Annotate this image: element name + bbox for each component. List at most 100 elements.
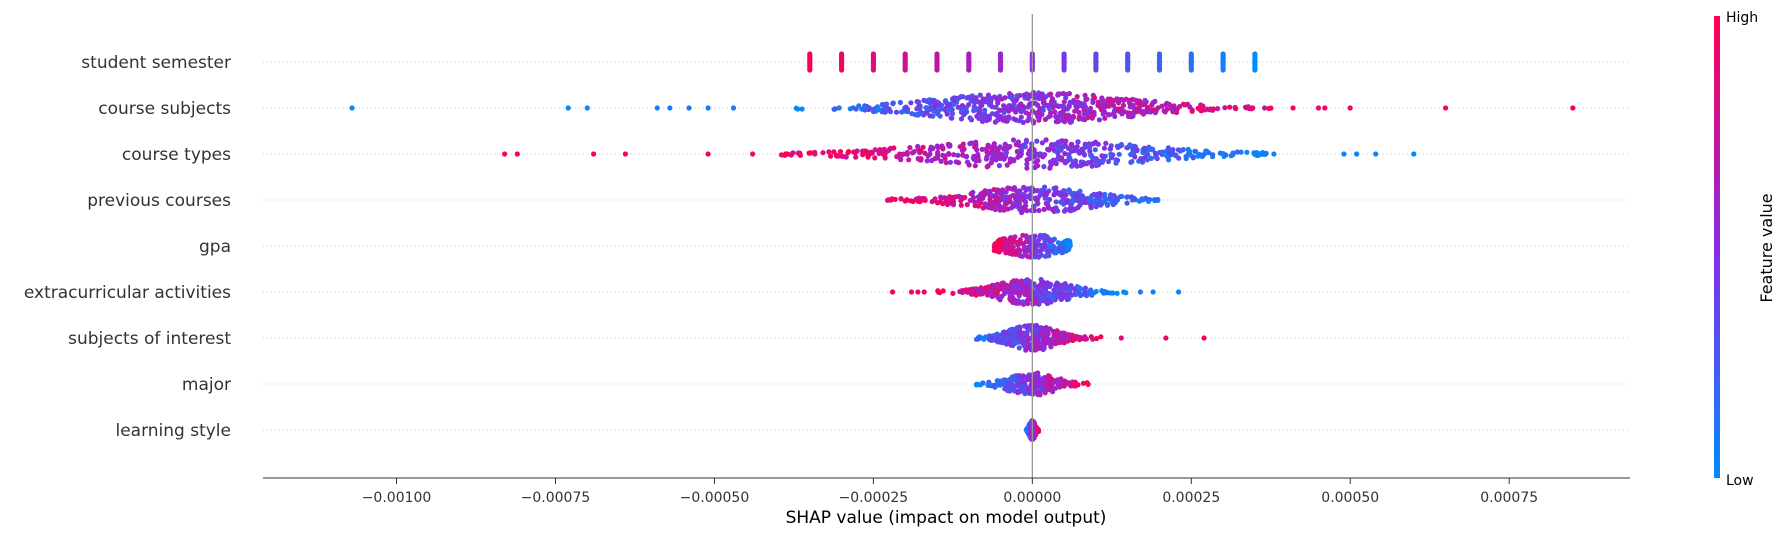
shap-point <box>916 102 922 109</box>
shap-point <box>1063 197 1070 203</box>
shap-point <box>1034 138 1040 144</box>
shap-point <box>915 143 921 150</box>
shap-point <box>1058 145 1064 152</box>
shap-point <box>1022 206 1028 212</box>
shap-point <box>1053 282 1059 288</box>
shap-point <box>879 102 885 108</box>
shap-point <box>1156 67 1163 73</box>
shap-point <box>847 106 853 112</box>
shap-point <box>1038 340 1044 346</box>
shap-point <box>1108 151 1114 157</box>
shap-point <box>915 289 921 295</box>
shap-point <box>1010 244 1016 250</box>
shap-point <box>996 238 1002 244</box>
feature-label: previous courses <box>87 191 231 211</box>
shap-point <box>1020 373 1026 379</box>
shap-point <box>1116 106 1122 112</box>
shap-point <box>970 189 976 195</box>
shap-point <box>1048 337 1054 343</box>
shap-point <box>1047 374 1053 380</box>
shap-point <box>1061 67 1067 73</box>
shap-point <box>1022 199 1029 205</box>
shap-point <box>1066 152 1072 158</box>
shap-point <box>1024 157 1030 163</box>
shap-point <box>988 95 995 101</box>
x-axis-ticks: −0.00100 −0.00075 −0.00050 −0.00025 0.00000 0… <box>362 478 1538 506</box>
shap-point <box>1083 336 1089 342</box>
shap-point <box>1074 144 1080 150</box>
shap-point <box>1139 101 1145 107</box>
shap-point <box>1025 300 1031 307</box>
shap-point <box>730 105 737 111</box>
shap-point <box>1020 284 1026 290</box>
shap-point <box>1176 155 1182 161</box>
shap-point <box>987 382 993 388</box>
shap-point <box>1112 113 1118 119</box>
shap-point <box>1097 199 1103 205</box>
shap-point <box>622 151 629 157</box>
shap-point <box>1093 204 1099 210</box>
shap-point <box>924 158 930 164</box>
shap-point <box>1107 146 1113 152</box>
shap-point <box>1081 111 1087 117</box>
shap-point <box>949 111 956 117</box>
x-tick-label: 0.00050 <box>1321 490 1379 506</box>
shap-point <box>862 105 868 111</box>
shap-point <box>1014 377 1021 383</box>
shap-point <box>1011 101 1017 107</box>
shap-point <box>973 96 979 102</box>
shap-point <box>907 145 913 151</box>
shap-point <box>1048 343 1054 349</box>
shap-point <box>1081 291 1087 297</box>
shap-point <box>966 67 972 73</box>
shap-point <box>967 115 973 121</box>
shap-point <box>1045 204 1051 210</box>
shap-point <box>998 294 1004 300</box>
shap-point <box>993 157 999 163</box>
shap-point <box>1120 102 1127 108</box>
shap-point <box>898 196 904 202</box>
shap-point <box>1150 289 1156 295</box>
shap-point <box>890 101 896 107</box>
shap-point <box>1025 377 1031 383</box>
shap-point <box>1006 284 1012 290</box>
shap-point <box>922 150 928 156</box>
shap-point <box>1061 99 1067 105</box>
shap-point <box>944 201 951 208</box>
shap-point <box>995 146 1001 153</box>
shap-point <box>840 153 846 159</box>
shap-point <box>897 99 904 106</box>
shap-point <box>883 106 889 112</box>
shap-point <box>1040 97 1046 103</box>
shap-point <box>1132 154 1138 160</box>
shap-point <box>828 153 834 159</box>
shap-point <box>930 145 936 152</box>
shap-point <box>994 378 1000 384</box>
shap-point <box>1024 165 1030 171</box>
shap-point <box>997 205 1003 211</box>
shap-point <box>1076 198 1082 204</box>
colorbar-gradient <box>1714 16 1720 478</box>
feature-label: student semester <box>81 53 231 73</box>
shap-point <box>884 197 891 203</box>
shap-point <box>1123 290 1129 296</box>
shap-point <box>1341 151 1347 157</box>
colorbar-title: Feature value <box>1757 193 1776 302</box>
shap-point <box>1067 156 1073 162</box>
feature-label: course subjects <box>98 99 231 119</box>
shap-point <box>1015 239 1022 245</box>
shap-point <box>959 288 965 294</box>
shap-point <box>927 113 933 119</box>
shap-point <box>1041 164 1047 170</box>
shap-point <box>902 198 908 204</box>
shap-point <box>1004 238 1011 245</box>
shap-point <box>1105 100 1111 107</box>
shap-point <box>1045 283 1051 289</box>
shap-point <box>1011 116 1017 122</box>
shap-point <box>930 98 936 104</box>
shap-point <box>1017 153 1024 159</box>
shap-point <box>938 194 944 200</box>
shap-point <box>1074 94 1080 100</box>
shap-point <box>1027 336 1033 342</box>
shap-point <box>981 336 987 342</box>
